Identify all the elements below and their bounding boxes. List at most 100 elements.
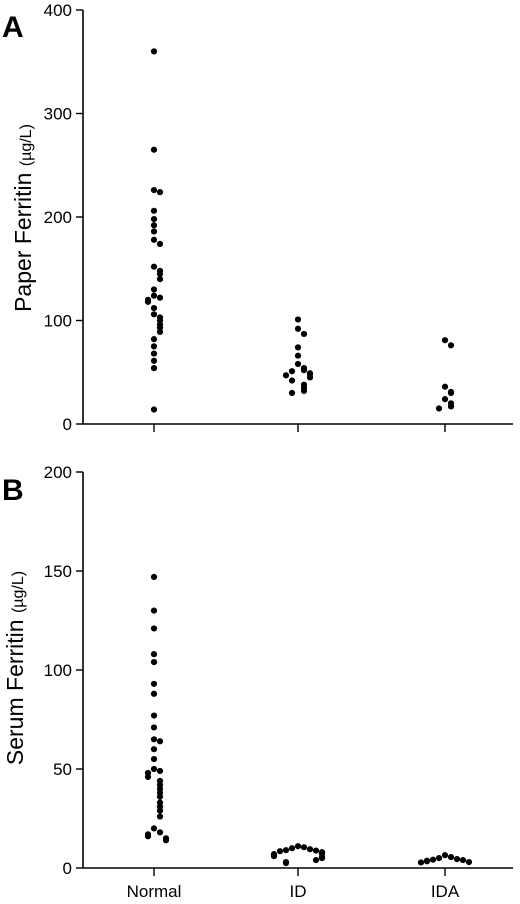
data-point (294, 360, 302, 368)
data-point (282, 859, 290, 867)
data-point (435, 405, 443, 412)
data-point (150, 222, 158, 229)
data-point (150, 48, 158, 55)
data-point (150, 573, 158, 581)
data-point (162, 837, 170, 844)
data-point (150, 263, 158, 270)
data-point (294, 352, 302, 359)
data-point (156, 328, 164, 335)
data-point (156, 276, 164, 283)
data-point (150, 292, 158, 299)
x-tick-label: ID (290, 882, 307, 901)
panel-a: A Paper Ferritin (µg/L) 0 100 200 300 400 (2, 1, 513, 434)
data-point (156, 189, 164, 196)
y-axis-title-a: Paper Ferritin (µg/L) (10, 124, 36, 312)
data-point (435, 855, 443, 862)
data-point (276, 848, 284, 855)
data-point (300, 387, 308, 394)
data-point (150, 724, 158, 731)
data-point (150, 311, 158, 318)
data-point (150, 286, 158, 293)
data-point (150, 215, 158, 223)
y-tick-label: 400 (44, 1, 72, 20)
data-point (441, 396, 449, 403)
y-tick-label: 100 (44, 312, 72, 331)
data-point (288, 377, 296, 384)
panel-letter-a: A (2, 11, 24, 44)
data-point (156, 793, 164, 800)
data-point (294, 344, 302, 351)
panel-b: B Serum Ferritin (µg/L) 0 50 100 150 200 Norm… (2, 463, 513, 901)
data-point (150, 207, 158, 214)
y-tick-label: 0 (63, 859, 72, 878)
data-point (150, 736, 158, 743)
y-tick-label: 150 (44, 562, 72, 581)
y-tick-label: 300 (44, 105, 72, 124)
data-point (144, 773, 152, 781)
data-point (459, 856, 467, 864)
data-point (150, 357, 158, 364)
y-axis-title-b: Serum Ferritin (µg/L) (2, 571, 28, 765)
x-tick-label: IDA (431, 882, 460, 901)
data-point (150, 350, 158, 357)
data-point (417, 859, 425, 866)
y-tick-label: 200 (44, 208, 72, 227)
data-point (150, 304, 158, 312)
data-point (150, 228, 158, 235)
data-point (294, 316, 302, 323)
data-point (156, 240, 164, 248)
data-point (282, 372, 290, 379)
y-tick-label: 50 (53, 760, 72, 779)
data-point (150, 680, 158, 687)
data-point (150, 365, 158, 372)
data-point (156, 294, 164, 301)
data-point (306, 374, 314, 381)
data-point (156, 813, 164, 820)
data-point (441, 383, 449, 390)
data-point (282, 847, 290, 854)
data-point (300, 367, 308, 374)
data-point (150, 607, 158, 614)
data-point (312, 847, 320, 854)
data-point (156, 270, 164, 278)
data-point (150, 658, 158, 666)
data-point (294, 843, 302, 850)
data-point (300, 330, 308, 338)
data-point (288, 389, 296, 397)
data-point (447, 854, 455, 861)
data-point (150, 186, 158, 194)
data-point (294, 325, 302, 332)
data-point (150, 336, 158, 343)
data-point (447, 342, 455, 349)
data-point (150, 825, 158, 832)
data-point (150, 746, 158, 753)
data-point (150, 146, 158, 153)
data-point (300, 844, 308, 851)
data-point (156, 807, 164, 814)
data-point (150, 236, 158, 243)
panel-letter-b: B (2, 474, 24, 507)
data-point (150, 690, 158, 697)
data-point (270, 853, 278, 860)
data-point (144, 833, 152, 840)
data-point (441, 337, 449, 344)
data-point (453, 855, 461, 863)
data-point (288, 368, 296, 375)
data-point (447, 403, 455, 410)
data-point (312, 856, 320, 864)
data-point (156, 738, 164, 745)
data-point (150, 343, 158, 350)
data-point (423, 858, 431, 865)
data-point (318, 855, 326, 862)
y-tick-label: 100 (44, 661, 72, 680)
data-point (156, 829, 164, 836)
data-point (288, 845, 296, 852)
data-point (150, 625, 158, 632)
data-point (465, 858, 473, 866)
data-point (150, 756, 158, 763)
x-tick-label: Normal (127, 882, 182, 901)
data-point (150, 765, 158, 773)
data-point (150, 712, 158, 719)
data-point (144, 298, 152, 305)
